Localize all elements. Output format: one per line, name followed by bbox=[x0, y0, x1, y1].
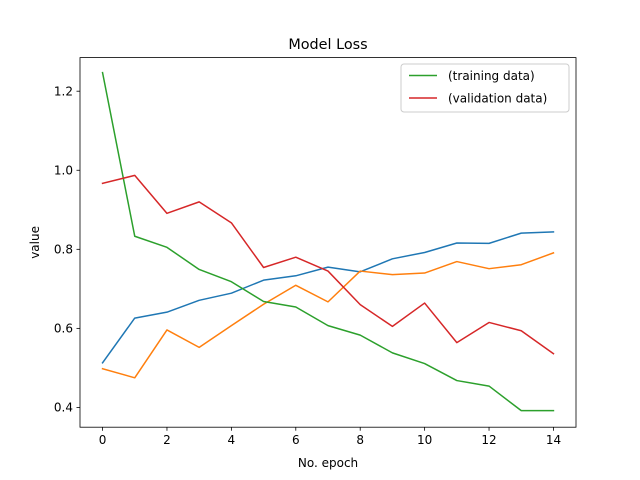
series-line-0 bbox=[101, 231, 555, 364]
y-tick-label: 1.0 bbox=[54, 164, 73, 178]
y-tick-label: 0.8 bbox=[54, 243, 73, 257]
series-line-1 bbox=[101, 251, 555, 379]
y-tick-label: 0.6 bbox=[54, 322, 73, 336]
x-tick-label: 10 bbox=[417, 433, 432, 447]
x-tick-label: 2 bbox=[163, 433, 171, 447]
x-tick-label: 8 bbox=[356, 433, 364, 447]
series-line-3 bbox=[101, 174, 555, 355]
legend-label-training: (training data) bbox=[448, 69, 535, 83]
legend-label-validation: (validation data) bbox=[448, 92, 547, 106]
chart-title: Model Loss bbox=[288, 37, 367, 53]
x-tick-label: 6 bbox=[292, 433, 300, 447]
axis-layer: 0 2 4 6 8 10 12 14 0.4 0.6 0.8 1.0 1.2 bbox=[54, 85, 561, 448]
y-tick-label: 0.4 bbox=[54, 401, 73, 415]
x-tick-label: 4 bbox=[228, 433, 236, 447]
x-tick-label: 0 bbox=[99, 433, 107, 447]
y-tick-label: 1.2 bbox=[54, 85, 73, 99]
x-tick-label: 14 bbox=[546, 433, 561, 447]
plot-frame bbox=[79, 57, 577, 428]
legend-box bbox=[400, 63, 570, 113]
series-line-2 bbox=[101, 71, 555, 412]
x-tick-label: 12 bbox=[481, 433, 496, 447]
legend: (training data) (validation data) bbox=[400, 63, 570, 113]
y-axis-label: value bbox=[28, 226, 42, 259]
series-layer bbox=[101, 71, 555, 412]
x-axis-label: No. epoch bbox=[298, 456, 358, 470]
